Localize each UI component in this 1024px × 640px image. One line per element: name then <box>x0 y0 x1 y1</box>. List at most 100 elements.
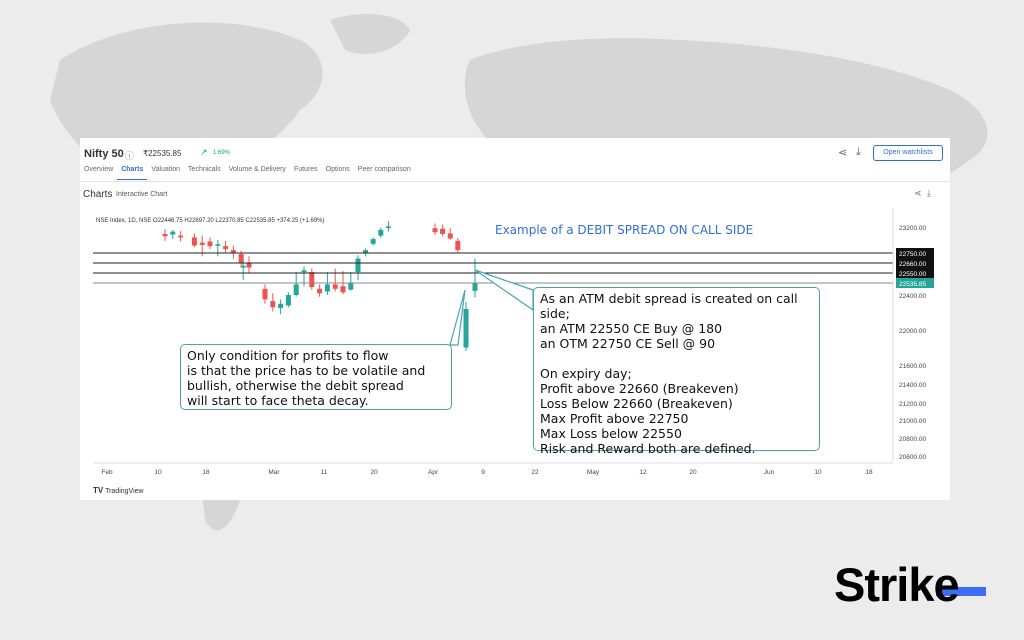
chart-download-icon[interactable]: ⤓ <box>927 188 931 198</box>
y-tick-label: 21600.00 <box>899 363 926 370</box>
callout-line: Only condition for profits to flow <box>187 348 389 363</box>
candle <box>246 256 252 273</box>
right-callout-pointer <box>474 269 534 312</box>
candle <box>348 272 354 291</box>
x-tick-label: 10 <box>814 469 822 476</box>
candle <box>378 227 384 238</box>
candle-body <box>432 228 438 233</box>
change-percent: 1.69% <box>213 150 231 156</box>
callout-line: will start to face theta decay. <box>187 393 369 408</box>
callout-line: Max Profit above 22750 <box>540 411 689 426</box>
charts-section-title: Charts <box>83 189 113 200</box>
candle <box>332 268 338 292</box>
candle-body <box>262 288 268 300</box>
chart-legend-line: NSE Index, 1D, NSE O22446.75 H22697.20 L… <box>96 218 325 224</box>
price-level-label: 22750.00 <box>899 251 926 258</box>
callout-line: bullish, otherwise the debit spread <box>187 378 404 393</box>
stock-title: Nifty 50 <box>84 148 124 160</box>
price-level-label: 22550.00 <box>899 271 926 278</box>
callout-pointers <box>449 269 534 346</box>
x-tick-label: 22 <box>531 469 539 476</box>
candle-body <box>340 286 346 293</box>
tab-options[interactable]: Options <box>325 166 350 173</box>
candle <box>178 231 184 242</box>
candle <box>293 272 299 297</box>
candle-body <box>455 240 461 251</box>
candle <box>278 299 284 315</box>
price-level-label: 22660.00 <box>899 261 926 268</box>
candle <box>463 302 469 351</box>
callout-line: an ATM 22550 CE Buy @ 180 <box>540 321 723 336</box>
trend-up-icon: ↗ <box>200 147 208 157</box>
candle <box>215 239 221 257</box>
tab-peer-comparison[interactable]: Peer comparison <box>357 166 411 173</box>
charts-section-subtitle: Interactive Chart <box>116 191 168 198</box>
candle <box>317 284 323 297</box>
candle-body <box>230 250 236 253</box>
price-level-tag <box>896 248 934 258</box>
x-tick-label: Apr <box>428 469 439 476</box>
callout-line: Max Loss below 22550 <box>540 426 682 441</box>
candle <box>270 293 276 312</box>
tab-futures[interactable]: Futures <box>293 166 318 173</box>
callout-line: an OTM 22750 CE Sell @ 90 <box>540 336 716 351</box>
candle-body <box>238 254 244 263</box>
price-level-tag <box>896 268 934 278</box>
candle-body <box>215 244 221 246</box>
y-tick-label: 22400.00 <box>899 293 926 300</box>
tab-overview[interactable]: Overview <box>84 166 114 173</box>
candle <box>223 240 229 253</box>
candle-body <box>162 233 168 237</box>
callout-line: Profit above 22660 (Breakeven) <box>540 381 739 396</box>
tradingview-logo: TV TradingView <box>93 486 144 495</box>
x-tick-label: Mar <box>268 469 280 476</box>
annotation-title: Example of a DEBIT SPREAD ON CALL SIDE <box>495 223 753 237</box>
tab-technicals[interactable]: Technicals <box>188 166 221 173</box>
candle <box>385 221 391 232</box>
info-icon[interactable]: ⓘ <box>125 151 135 161</box>
x-tick-label: 20 <box>370 469 378 476</box>
x-tick-label: 9 <box>481 469 485 476</box>
x-tick-label: 18 <box>202 469 210 476</box>
candle <box>309 268 315 290</box>
candle-body <box>199 242 205 245</box>
candle-body <box>207 241 213 247</box>
left-callout-pointer <box>449 289 466 346</box>
x-tick-label: 20 <box>689 469 697 476</box>
callout-line: On expiry day; <box>540 366 632 381</box>
open-watchlists-button[interactable]: Open watchlists <box>873 145 943 161</box>
candle-body <box>240 265 246 268</box>
candle-body <box>472 283 478 291</box>
y-tick-label: 20800.00 <box>899 436 926 443</box>
x-tick-label: 18 <box>865 469 873 476</box>
candle-body <box>355 258 361 273</box>
candle <box>363 248 369 257</box>
callout-line: Loss Below 22660 (Breakeven) <box>540 396 733 411</box>
candle-body <box>301 270 307 273</box>
download-icon[interactable]: ⤓ <box>856 146 861 158</box>
y-tick-label: 22000.00 <box>899 328 926 335</box>
y-tick-label: 21200.00 <box>899 401 926 408</box>
chart-share-icon[interactable]: ⋖ <box>914 188 922 198</box>
callout-line: is that the price has to be volatile and <box>187 363 426 378</box>
callout-line: side; <box>540 306 570 321</box>
price-level-tag <box>896 258 934 268</box>
candle <box>370 237 376 246</box>
price-level-tag <box>896 278 934 288</box>
tab-valuation[interactable]: Valuation <box>151 166 181 173</box>
candle-body <box>191 237 197 246</box>
tab-charts[interactable]: Charts <box>117 164 148 180</box>
candle-body <box>170 231 176 235</box>
y-tick-label: 21400.00 <box>899 382 926 389</box>
tab-volume-delivery[interactable]: Volume & Delivery <box>228 166 286 173</box>
candle <box>230 245 236 259</box>
x-tick-label: Jun <box>764 469 775 476</box>
candle <box>191 233 197 248</box>
candle <box>262 284 268 304</box>
x-tick-label: 12 <box>639 469 647 476</box>
tab-bar: Overview Charts Valuation Technicals Vol… <box>80 164 415 180</box>
callout-line: As an ATM debit spread is created on cal… <box>540 291 798 306</box>
share-icon[interactable]: ⋖ <box>838 147 848 159</box>
x-tick-label: Feb <box>101 469 113 476</box>
